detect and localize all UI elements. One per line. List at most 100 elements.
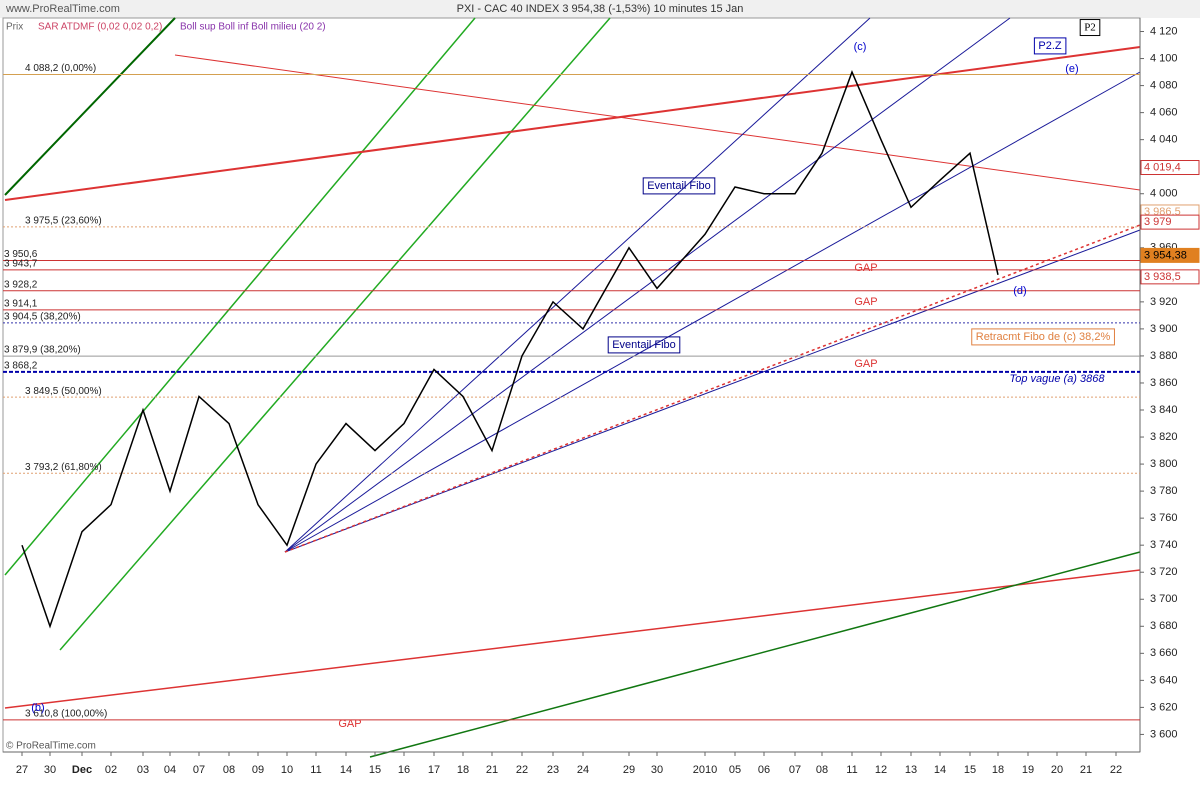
annotation: Top vague (a) 3868 <box>1010 373 1106 385</box>
y-tick-label: 3 920 <box>1150 296 1178 308</box>
x-tick-label: 18 <box>992 764 1004 776</box>
trend-line <box>369 551 1141 758</box>
y-tick-label: 3 800 <box>1150 458 1178 470</box>
y-tick-label: 4 000 <box>1150 188 1178 200</box>
header-band <box>0 0 1200 18</box>
trend-line <box>4 17 176 196</box>
copyright: © ProRealTime.com <box>6 741 96 752</box>
annotation: GAP <box>854 262 877 274</box>
annotation: GAP <box>854 296 877 308</box>
trend-line <box>4 17 476 576</box>
x-tick-label: 21 <box>486 764 498 776</box>
level-label: 3 950,6 <box>4 249 38 260</box>
y-tick-label: 4 100 <box>1150 52 1178 64</box>
trend-line <box>284 17 871 553</box>
legend-text: Prix <box>6 22 23 33</box>
y-tick-label: 3 760 <box>1150 512 1178 524</box>
trend-line <box>284 17 1011 553</box>
y-tick-label: 3 640 <box>1150 674 1178 686</box>
x-tick-label: 11 <box>846 764 857 776</box>
annotation: (b) <box>31 702 44 714</box>
level-label: 3 943,7 <box>4 258 38 269</box>
y-tick-label: 3 900 <box>1150 323 1178 335</box>
trend-line <box>284 224 1141 553</box>
price-tag-label: 3 979 <box>1144 216 1172 228</box>
x-tick-label: 04 <box>164 764 176 776</box>
level-label: 3 610,8 (100,00%) <box>25 708 107 719</box>
y-tick-label: 3 620 <box>1150 701 1178 713</box>
x-tick-label: 23 <box>547 764 559 776</box>
x-tick-label: 07 <box>789 764 801 776</box>
annotation-box <box>1079 19 1101 37</box>
y-tick-label: 3 680 <box>1150 620 1178 632</box>
annotation-box <box>607 336 681 354</box>
price-tag-box <box>1140 247 1200 263</box>
y-tick-label: 3 700 <box>1150 593 1178 605</box>
trend-line <box>59 17 611 651</box>
y-tick-label: 4 120 <box>1150 25 1178 37</box>
y-tick-label: 3 720 <box>1150 566 1178 578</box>
price-line <box>21 70 999 629</box>
x-tick-label: 21 <box>1080 764 1092 776</box>
chart-title: PXI - CAC 40 INDEX 3 954,38 (-1,53%) 10 … <box>457 3 744 15</box>
price-tag-label: 3 954,38 <box>1144 249 1187 261</box>
price-tag-box <box>1140 269 1200 285</box>
x-tick-label: 15 <box>369 764 381 776</box>
price-tag-box <box>1140 214 1200 230</box>
x-tick-label: 24 <box>577 764 589 776</box>
price-tag-label: 4 019,4 <box>1144 161 1181 173</box>
x-tick-label: 05 <box>729 764 741 776</box>
annotation-box <box>971 328 1115 346</box>
x-tick-label: 17 <box>428 764 440 776</box>
legend-text: Boll sup Boll inf Boll milieu (20 2) <box>180 22 326 33</box>
annotation: Retracmt Fibo de (c) 38,2% <box>976 331 1111 343</box>
y-tick-label: 4 040 <box>1150 134 1178 146</box>
y-tick-label: 3 660 <box>1150 647 1178 659</box>
x-tick-label: 10 <box>281 764 293 776</box>
level-label: 3 879,9 (38,20%) <box>4 345 81 356</box>
x-tick-label: 22 <box>516 764 528 776</box>
trend-line <box>4 46 1141 201</box>
annotation: Eventail Fibo <box>612 339 676 351</box>
x-tick-label: 2010 <box>693 764 717 776</box>
site: www.ProRealTime.com <box>5 3 120 15</box>
price-tag-label: 3 938,5 <box>1144 271 1181 283</box>
level-label: 3 904,5 (38,20%) <box>4 311 81 322</box>
x-tick-label: 13 <box>905 764 917 776</box>
level-label: 3 928,2 <box>4 279 38 290</box>
annotation-box <box>642 177 716 195</box>
annotation: Eventail Fibo <box>647 180 711 192</box>
y-tick-label: 3 780 <box>1150 485 1178 497</box>
level-label: 3 975,5 (23,60%) <box>25 215 102 226</box>
x-tick-label: 15 <box>964 764 976 776</box>
annotation: P2 <box>1084 22 1096 34</box>
x-tick-label: 27 <box>16 764 28 776</box>
level-label: 4 088,2 (0,00%) <box>25 63 96 74</box>
level-label: 3 868,2 <box>4 361 38 372</box>
level-label: 3 793,2 (61,80%) <box>25 462 102 473</box>
x-tick-label: 16 <box>398 764 410 776</box>
x-tick-label: 22 <box>1110 764 1122 776</box>
x-tick-label: 03 <box>137 764 149 776</box>
trend-line <box>284 71 1141 553</box>
x-tick-label: 07 <box>193 764 205 776</box>
annotation: GAP <box>854 358 877 370</box>
y-tick-label: 3 840 <box>1150 404 1178 416</box>
x-tick-label: 18 <box>457 764 469 776</box>
y-tick-label: 4 060 <box>1150 107 1178 119</box>
y-tick-label: 3 740 <box>1150 539 1178 551</box>
x-tick-label: 29 <box>623 764 635 776</box>
x-tick-label: 11 <box>310 764 321 776</box>
annotation: GAP <box>338 718 361 730</box>
annotation: (c) <box>854 41 867 53</box>
y-tick-label: 3 860 <box>1150 377 1178 389</box>
x-tick-label: 14 <box>340 764 352 776</box>
x-tick-label: 14 <box>934 764 946 776</box>
level-label: 3 914,1 <box>4 298 38 309</box>
y-tick-label: 3 880 <box>1150 350 1178 362</box>
x-tick-label: 30 <box>44 764 56 776</box>
annotation: (d) <box>1013 285 1026 297</box>
x-tick-label: 09 <box>252 764 264 776</box>
